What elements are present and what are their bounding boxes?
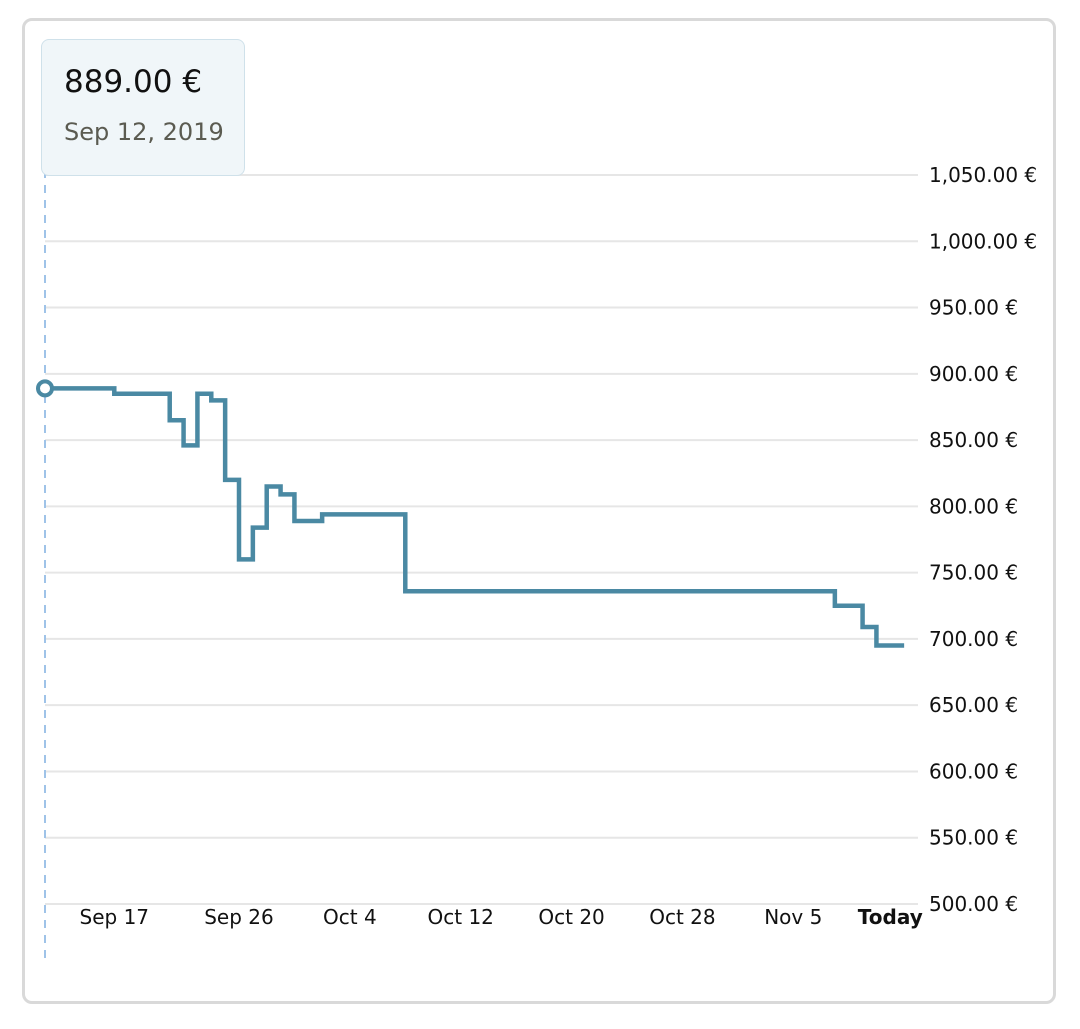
x-tick-label: Today	[858, 905, 923, 929]
y-tick-label: 650.00 €	[929, 693, 1018, 717]
y-axis-ticks: 500.00 € 550.00 € 600.00 € 650.00 € 700.00 €…	[929, 163, 1037, 916]
grid-lines	[45, 174, 918, 905]
y-tick-label: 500.00 €	[929, 892, 1018, 916]
highlight-point-marker[interactable]	[36, 379, 54, 398]
x-axis-ticks: Sep 17 Sep 26 Oct 4 Oct 12 Oct 20 Oct 28 Nov 5…	[80, 905, 923, 929]
x-tick-label: Oct 20	[538, 905, 604, 929]
x-tick-label: Oct 12	[428, 905, 494, 929]
y-tick-label: 1,050.00 €	[929, 163, 1037, 187]
x-tick-label: Nov 5	[764, 905, 822, 929]
tooltip-price: 889.00 €	[64, 64, 203, 100]
y-tick-label: 800.00 €	[929, 494, 1018, 518]
y-tick-label: 900.00 €	[929, 362, 1018, 386]
y-tick-label: 850.00 €	[929, 428, 1018, 452]
y-tick-label: 950.00 €	[929, 296, 1018, 320]
x-tick-label: Oct 4	[323, 905, 377, 929]
chart-card	[22, 18, 1056, 1004]
x-tick-label: Sep 17	[80, 905, 150, 929]
price-tooltip: 889.00 € Sep 12, 2019	[41, 39, 245, 176]
y-tick-label: 700.00 €	[929, 627, 1018, 651]
x-tick-label: Sep 26	[204, 905, 274, 929]
x-tick-label: Oct 28	[649, 905, 715, 929]
price-series-line[interactable]	[45, 386, 905, 648]
y-tick-label: 1,000.00 €	[929, 229, 1037, 253]
y-tick-label: 550.00 €	[929, 826, 1018, 850]
y-tick-label: 750.00 €	[929, 561, 1018, 585]
y-tick-label: 600.00 €	[929, 759, 1018, 783]
tooltip-date: Sep 12, 2019	[64, 118, 224, 146]
